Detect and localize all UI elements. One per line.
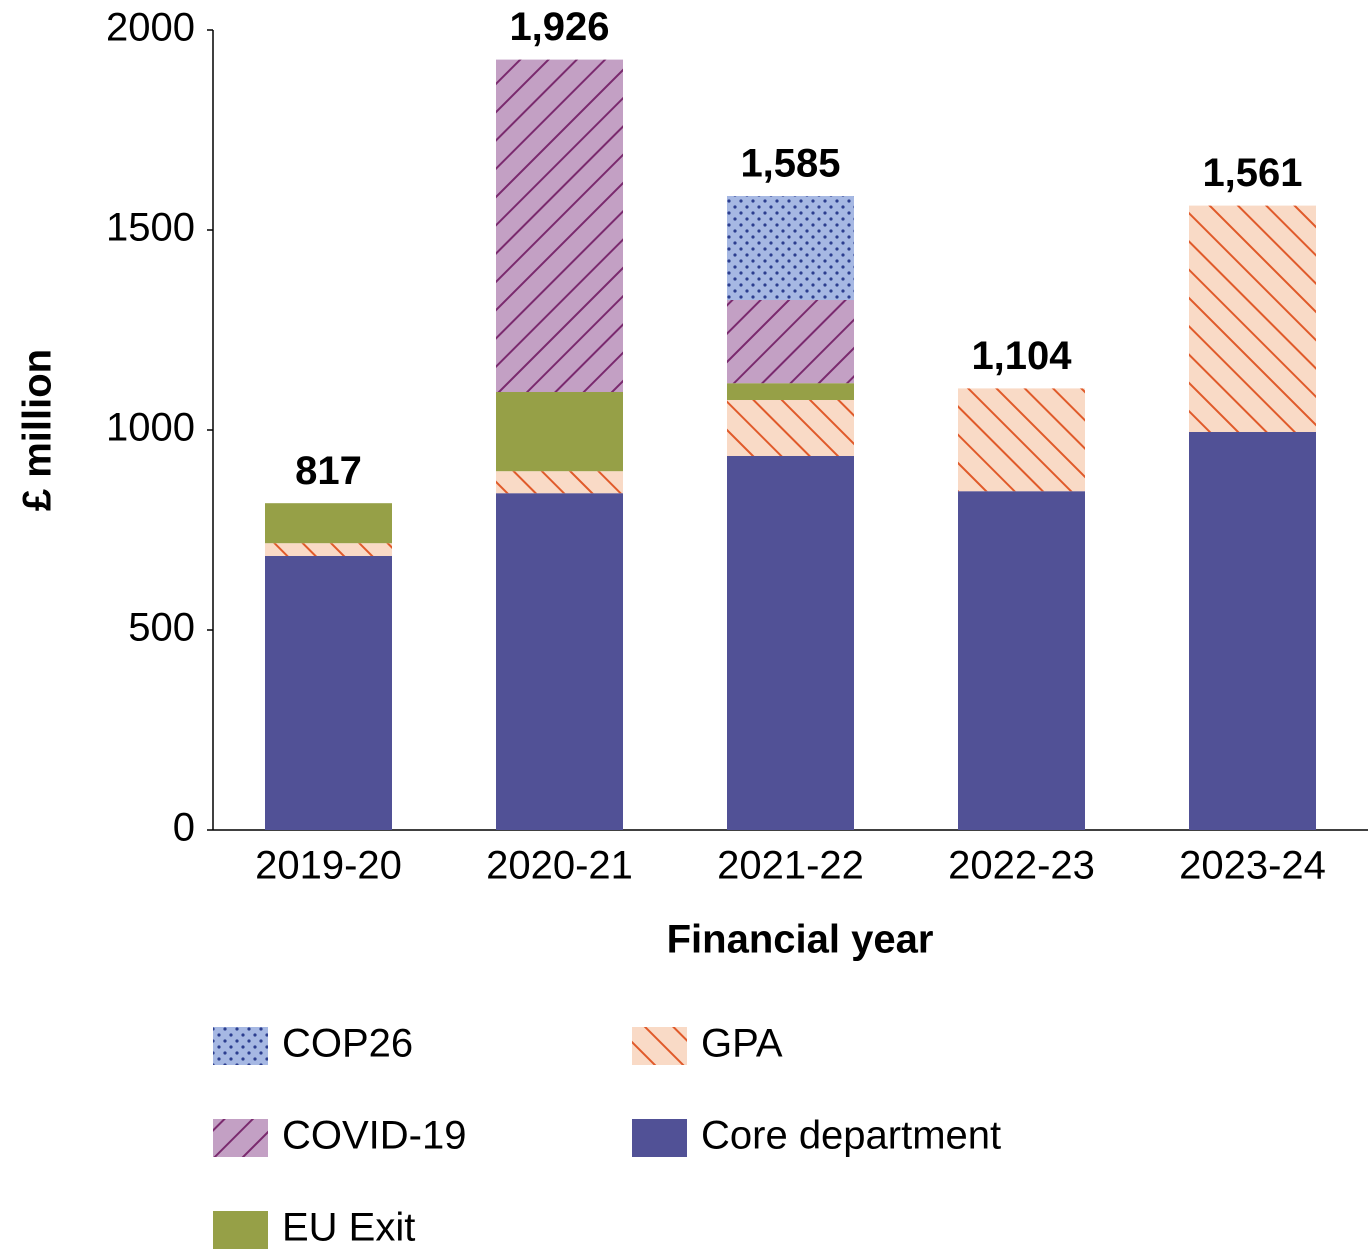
legend-swatch	[213, 1119, 268, 1157]
bar-segment	[496, 59, 623, 392]
bar-segment	[265, 503, 392, 544]
x-tick-label: 2022-23	[948, 844, 1095, 888]
bar-segment	[496, 493, 623, 830]
bar-segment	[496, 392, 623, 472]
legend-label: GPA	[701, 1022, 783, 1066]
bar-segment	[265, 543, 392, 556]
y-tick-label: 2000	[106, 6, 195, 50]
bar-segment	[727, 383, 854, 400]
bar-segment	[958, 388, 1085, 492]
total-label: 817	[295, 449, 362, 493]
legend-swatch	[632, 1119, 687, 1157]
total-label: 1,561	[1202, 151, 1302, 195]
y-tick-label: 500	[128, 606, 195, 650]
x-tick-label: 2019-20	[255, 844, 402, 888]
x-axis-title: Financial year	[667, 918, 934, 962]
x-tick-label: 2023-24	[1179, 844, 1326, 888]
bar-segment	[1189, 205, 1316, 432]
bar-segment	[727, 300, 854, 384]
bar-segment	[265, 556, 392, 830]
legend-label: Core department	[701, 1114, 1001, 1158]
bar-segment	[1189, 432, 1316, 830]
legend-swatch	[213, 1027, 268, 1065]
x-tick-label: 2021-22	[717, 844, 864, 888]
bar-segment	[727, 456, 854, 830]
y-tick-label: 1500	[106, 206, 195, 250]
bar-segment	[727, 400, 854, 456]
total-label: 1,926	[509, 5, 609, 49]
y-axis-title: £ million	[16, 349, 60, 511]
legend-label: EU Exit	[282, 1206, 415, 1250]
y-tick-label: 1000	[106, 406, 195, 450]
y-tick-label: 0	[173, 806, 195, 850]
total-label: 1,104	[971, 334, 1072, 378]
total-label: 1,585	[740, 142, 840, 186]
legend-swatch	[632, 1027, 687, 1065]
legend-swatch	[213, 1211, 268, 1249]
x-tick-label: 2020-21	[486, 844, 633, 888]
legend-label: COP26	[282, 1022, 413, 1066]
bar-segment	[958, 491, 1085, 830]
legend-label: COVID-19	[282, 1114, 467, 1158]
bar-segment	[496, 471, 623, 494]
bar-segment	[727, 196, 854, 300]
